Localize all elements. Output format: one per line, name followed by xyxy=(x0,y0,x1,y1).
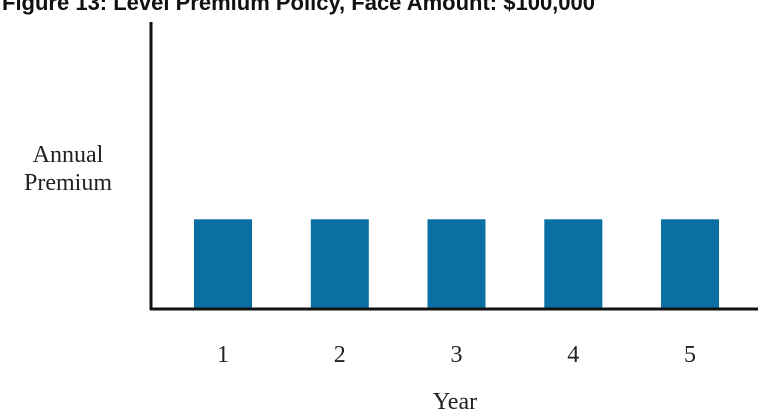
x-axis-label: Year xyxy=(433,389,477,415)
bar-year-1 xyxy=(194,219,252,309)
chart-title: Figure 13: Level Premium Policy, Face Am… xyxy=(2,0,595,15)
x-tick-label-1: 1 xyxy=(217,342,229,368)
bar-year-3 xyxy=(427,219,486,309)
x-tick-label-4: 4 xyxy=(567,342,579,368)
bars xyxy=(194,219,719,309)
bar-year-2 xyxy=(310,219,369,309)
bar-year-4 xyxy=(544,219,603,309)
x-tick-label-5: 5 xyxy=(684,342,696,368)
bar-year-5 xyxy=(661,219,719,309)
y-axis-label-line-2: Premium xyxy=(24,170,112,196)
x-tick-labels: 1 2 3 4 5 xyxy=(217,342,696,368)
x-tick-label-2: 2 xyxy=(334,342,346,368)
y-axis-label-line-1: Annual xyxy=(33,142,104,168)
x-tick-label-3: 3 xyxy=(451,342,463,368)
